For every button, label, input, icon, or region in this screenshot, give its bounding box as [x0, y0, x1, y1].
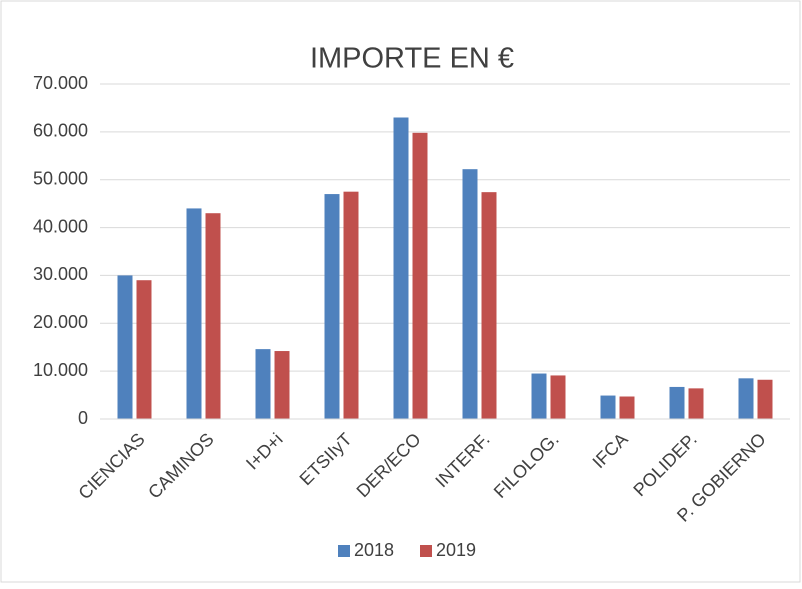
bar [205, 213, 221, 419]
bar [324, 194, 340, 419]
bar [393, 117, 409, 419]
bar [186, 208, 202, 419]
y-tick-label: 0 [78, 408, 88, 428]
bar [757, 379, 773, 419]
bar [669, 386, 685, 419]
bar [481, 192, 497, 419]
bar [600, 395, 616, 419]
bar [136, 280, 152, 419]
legend-label: 2018 [354, 540, 394, 560]
y-tick-label: 50.000 [33, 168, 88, 188]
y-tick-label: 40.000 [33, 216, 88, 236]
bar [343, 191, 359, 419]
bar [688, 388, 704, 419]
y-tick-label: 60.000 [33, 121, 88, 141]
bar [462, 169, 478, 419]
legend-label: 2019 [436, 540, 476, 560]
bar [738, 378, 754, 419]
bar [412, 132, 428, 420]
y-tick-label: 70.000 [33, 73, 88, 93]
bar [255, 349, 271, 419]
bar [550, 375, 566, 419]
bar [117, 275, 133, 419]
y-tick-label: 10.000 [33, 360, 88, 380]
bar [619, 396, 635, 419]
legend-swatch [338, 545, 350, 557]
bar [531, 373, 547, 419]
bar [274, 351, 290, 419]
chart-title: IMPORTE EN € [310, 43, 514, 75]
legend-swatch [420, 545, 432, 557]
y-tick-label: 30.000 [33, 264, 88, 284]
y-tick-label: 20.000 [33, 312, 88, 332]
